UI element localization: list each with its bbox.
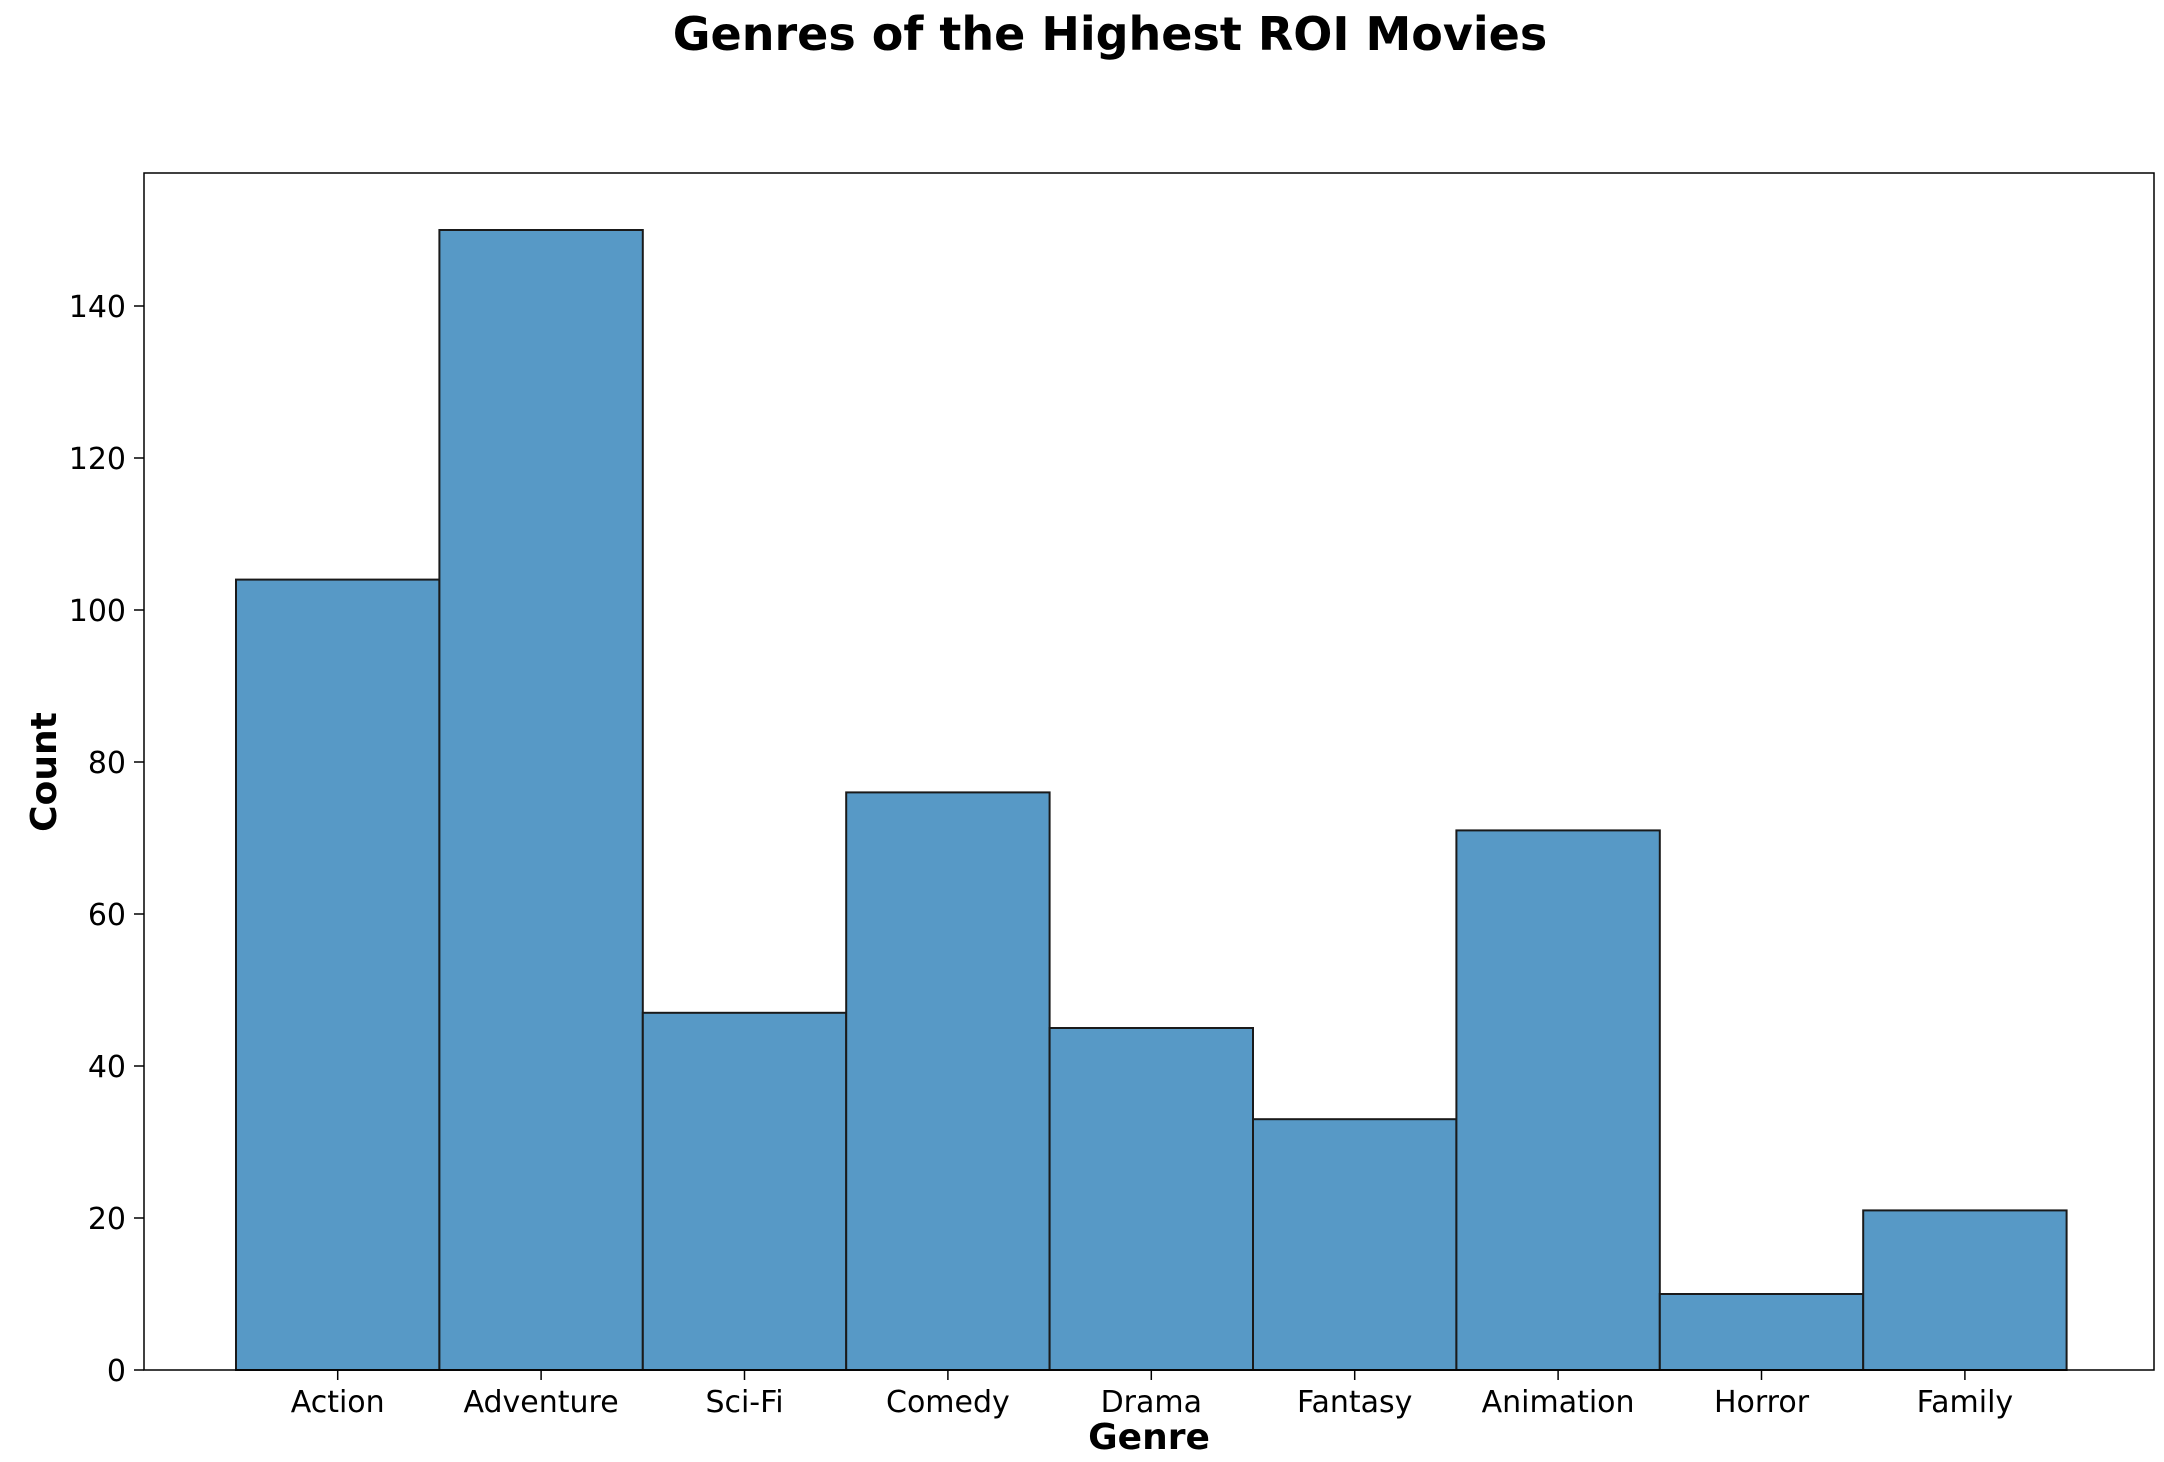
- x-tick-label: Animation: [1482, 1385, 1635, 1420]
- bar-adventure: [438, 229, 644, 1371]
- y-tick-label: 100: [69, 594, 126, 629]
- x-tick-label: Comedy: [886, 1385, 1010, 1420]
- y-tick-label: 60: [88, 898, 126, 933]
- bar-fantasy: [1252, 1118, 1458, 1371]
- y-axis: 0 20 40 60 80 100 120 140: [69, 290, 144, 1389]
- bars-group: [235, 229, 2068, 1372]
- x-tick-label: Adventure: [464, 1385, 619, 1420]
- y-tick-label: 0: [107, 1354, 126, 1389]
- y-tick-label: 140: [69, 290, 126, 325]
- bar-horror: [1658, 1293, 1865, 1371]
- x-tick-label: Action: [291, 1385, 385, 1420]
- x-tick-label: Fantasy: [1297, 1385, 1412, 1420]
- bar-action: [235, 578, 441, 1371]
- x-tick-label: Sci-Fi: [705, 1385, 783, 1420]
- y-tick-label: 120: [69, 442, 126, 477]
- x-axis-label: Genre: [1088, 1417, 1210, 1458]
- y-tick-label: 80: [88, 746, 126, 781]
- x-tick-label: Drama: [1101, 1385, 1202, 1420]
- bar-family: [1862, 1209, 2068, 1372]
- x-tick-label: Horror: [1714, 1385, 1810, 1420]
- x-tick-label: Family: [1917, 1385, 2014, 1420]
- y-tick-label: 20: [88, 1202, 126, 1237]
- chart-title: Genres of the Highest ROI Movies: [673, 7, 1547, 61]
- bar-drama: [1048, 1027, 1254, 1371]
- plot-frame: [143, 172, 2155, 1371]
- y-tick-label: 40: [88, 1050, 126, 1085]
- bar-animation: [1455, 829, 1661, 1371]
- bar-sci-fi: [641, 1011, 848, 1371]
- x-axis: Action Adventure Sci-Fi Comedy Drama Fantasy A…: [291, 1370, 2013, 1420]
- y-axis-label: Count: [24, 712, 65, 832]
- bar-comedy: [845, 791, 1051, 1371]
